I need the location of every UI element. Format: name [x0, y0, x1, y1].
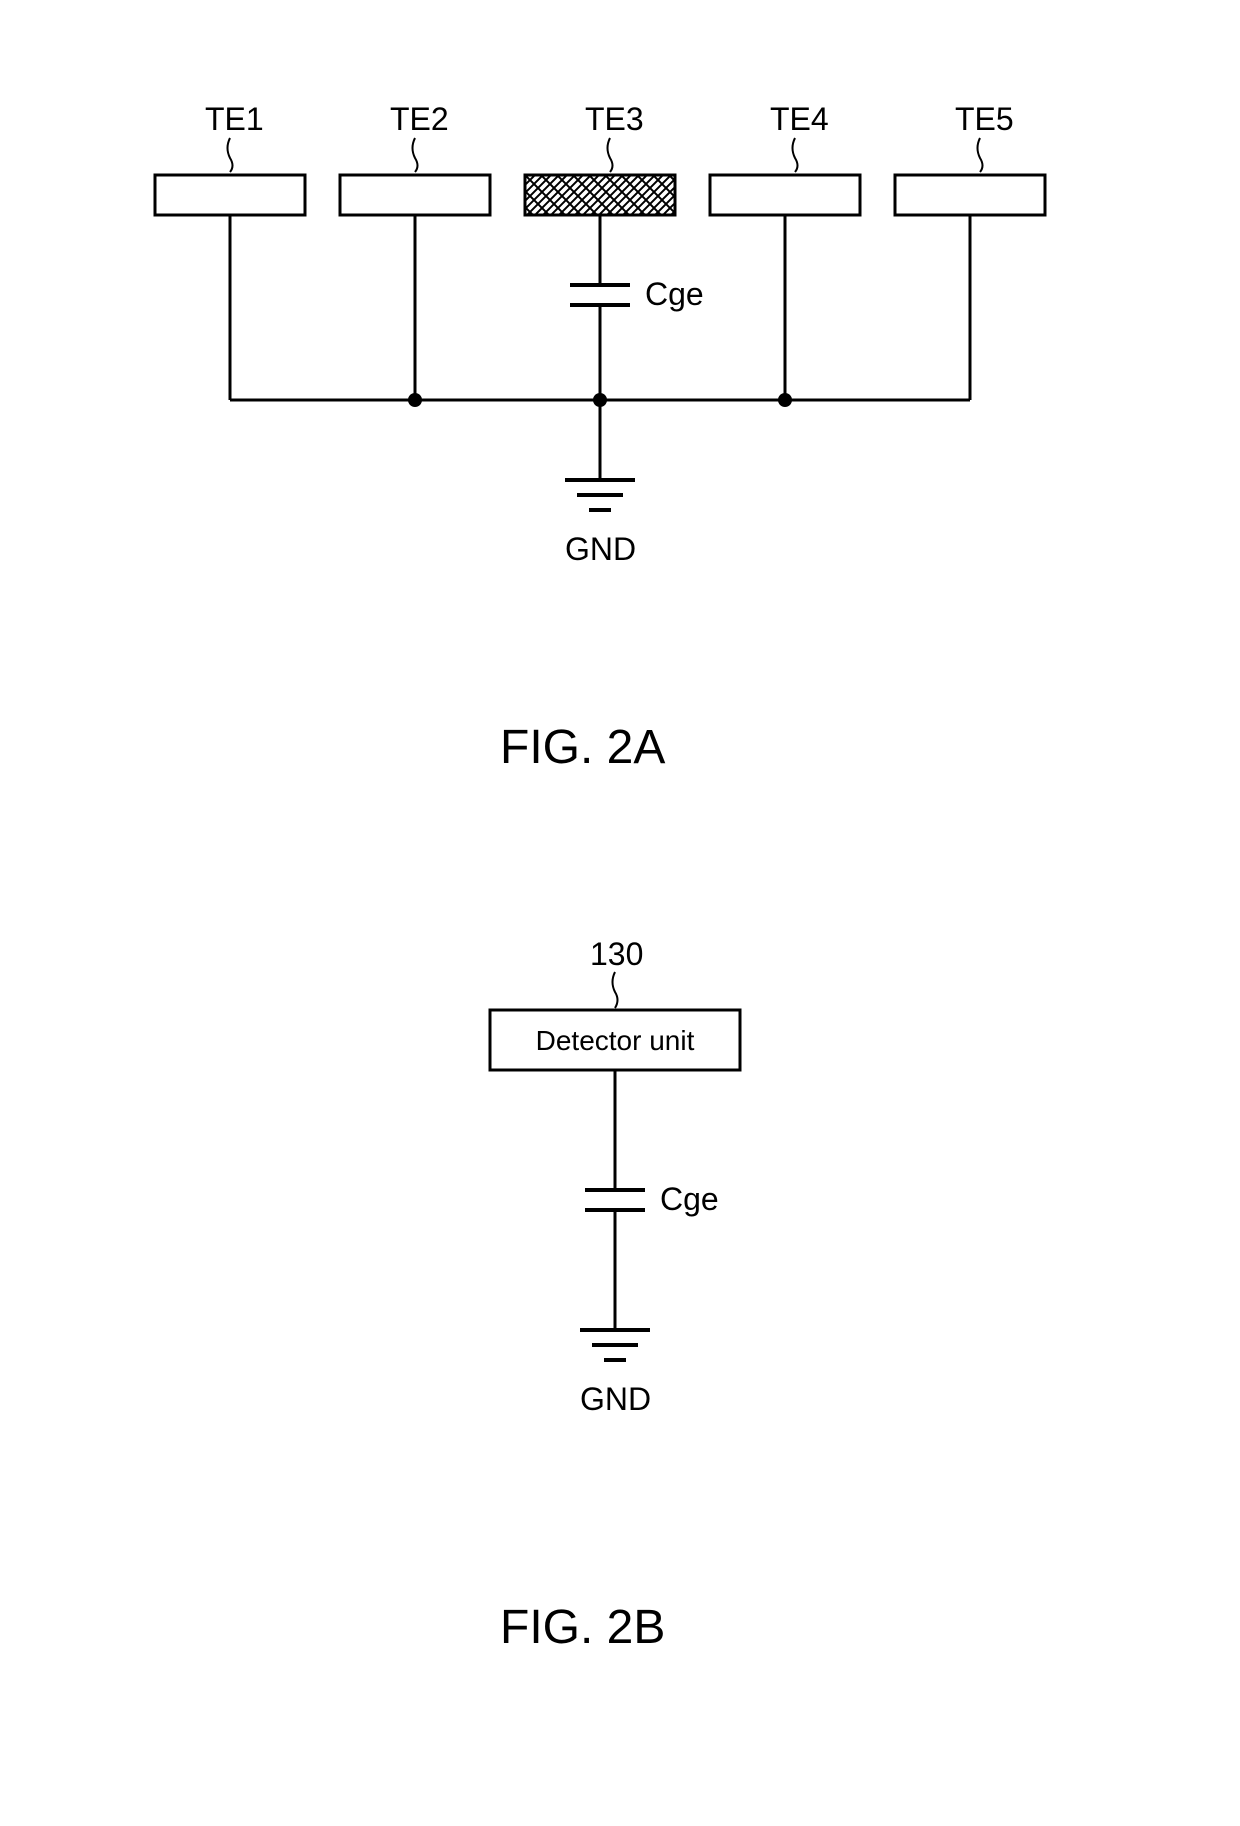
figure-2a: TE1 TE2 TE3 TE4 TE5: [130, 100, 1110, 605]
label-te4: TE4: [770, 101, 829, 137]
leader-te5: [978, 138, 983, 172]
label-te2: TE2: [390, 101, 449, 137]
label-te3: TE3: [585, 101, 644, 137]
page-container: TE1 TE2 TE3 TE4 TE5: [0, 0, 1240, 1826]
label-te1: TE1: [205, 101, 264, 137]
leader-te4: [793, 138, 798, 172]
leader-130: [613, 972, 618, 1008]
electrode-box-4: [710, 175, 860, 215]
electrode-box-2: [340, 175, 490, 215]
leader-te2: [413, 138, 418, 172]
junction-dot-3: [778, 393, 792, 407]
label-cge-a: Cge: [645, 276, 704, 312]
label-detector-unit: Detector unit: [536, 1025, 695, 1056]
label-gnd-b: GND: [580, 1381, 651, 1417]
electrode-box-1: [155, 175, 305, 215]
figure-2b-svg: 130 Detector unit Cge GND: [440, 930, 800, 1490]
label-te5: TE5: [955, 101, 1014, 137]
electrode-box-5: [895, 175, 1045, 215]
label-130: 130: [590, 936, 643, 972]
caption-fig2b: FIG. 2B: [500, 1600, 665, 1655]
electrode-box-3-hatched: [525, 175, 675, 215]
label-gnd-a: GND: [565, 531, 636, 567]
figure-2a-svg: TE1 TE2 TE3 TE4 TE5: [130, 100, 1110, 600]
leader-te3: [608, 138, 613, 172]
caption-fig2a: FIG. 2A: [500, 720, 665, 775]
leader-te1: [228, 138, 233, 172]
figure-2b: 130 Detector unit Cge GND: [440, 930, 800, 1495]
label-cge-b: Cge: [660, 1181, 719, 1217]
junction-dot-1: [408, 393, 422, 407]
